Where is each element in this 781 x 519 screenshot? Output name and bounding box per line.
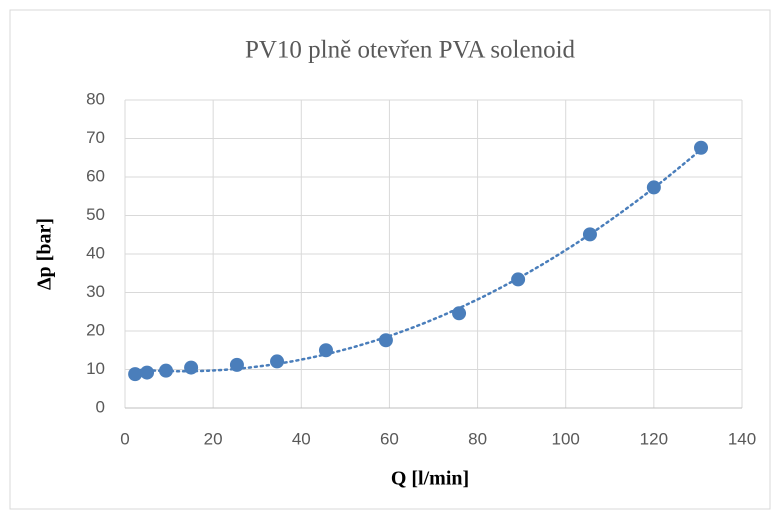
point [694, 140, 709, 155]
point [184, 360, 199, 375]
trendline [133, 148, 703, 373]
point [270, 354, 285, 369]
x-tick-label: 20 [204, 429, 223, 448]
y-tick-label: 40 [86, 243, 105, 262]
y-tick-label: 30 [86, 282, 105, 301]
x-tick-label: 120 [640, 429, 668, 448]
y-tick-label: 80 [86, 89, 105, 108]
point [318, 343, 333, 358]
y-tick-label: 20 [86, 320, 105, 339]
point [646, 180, 661, 195]
point [140, 365, 155, 380]
point [452, 306, 467, 321]
x-tick-label: 140 [728, 429, 756, 448]
y-tick-label: 50 [86, 205, 105, 224]
point [158, 363, 173, 378]
x-tick-label: 40 [292, 429, 311, 448]
x-tick-label: 0 [120, 429, 129, 448]
chart-title: PV10 plně otevřen PVA solenoid [245, 37, 576, 64]
x-tick-label: 80 [468, 429, 487, 448]
point [128, 367, 143, 382]
y-tick-label: 70 [86, 128, 105, 147]
x-axis-label: Q [l/min] [391, 468, 469, 490]
point [229, 357, 244, 372]
point [378, 333, 393, 348]
y-tick-label: 0 [96, 397, 105, 416]
y-axis-label: Δp [bar] [34, 218, 56, 290]
chart-frame [9, 9, 771, 510]
point [582, 227, 597, 242]
y-tick-label: 60 [86, 166, 105, 185]
x-tick-label: 100 [552, 429, 580, 448]
x-tick-label: 60 [380, 429, 399, 448]
y-tick-label: 10 [86, 359, 105, 378]
point [511, 272, 526, 287]
